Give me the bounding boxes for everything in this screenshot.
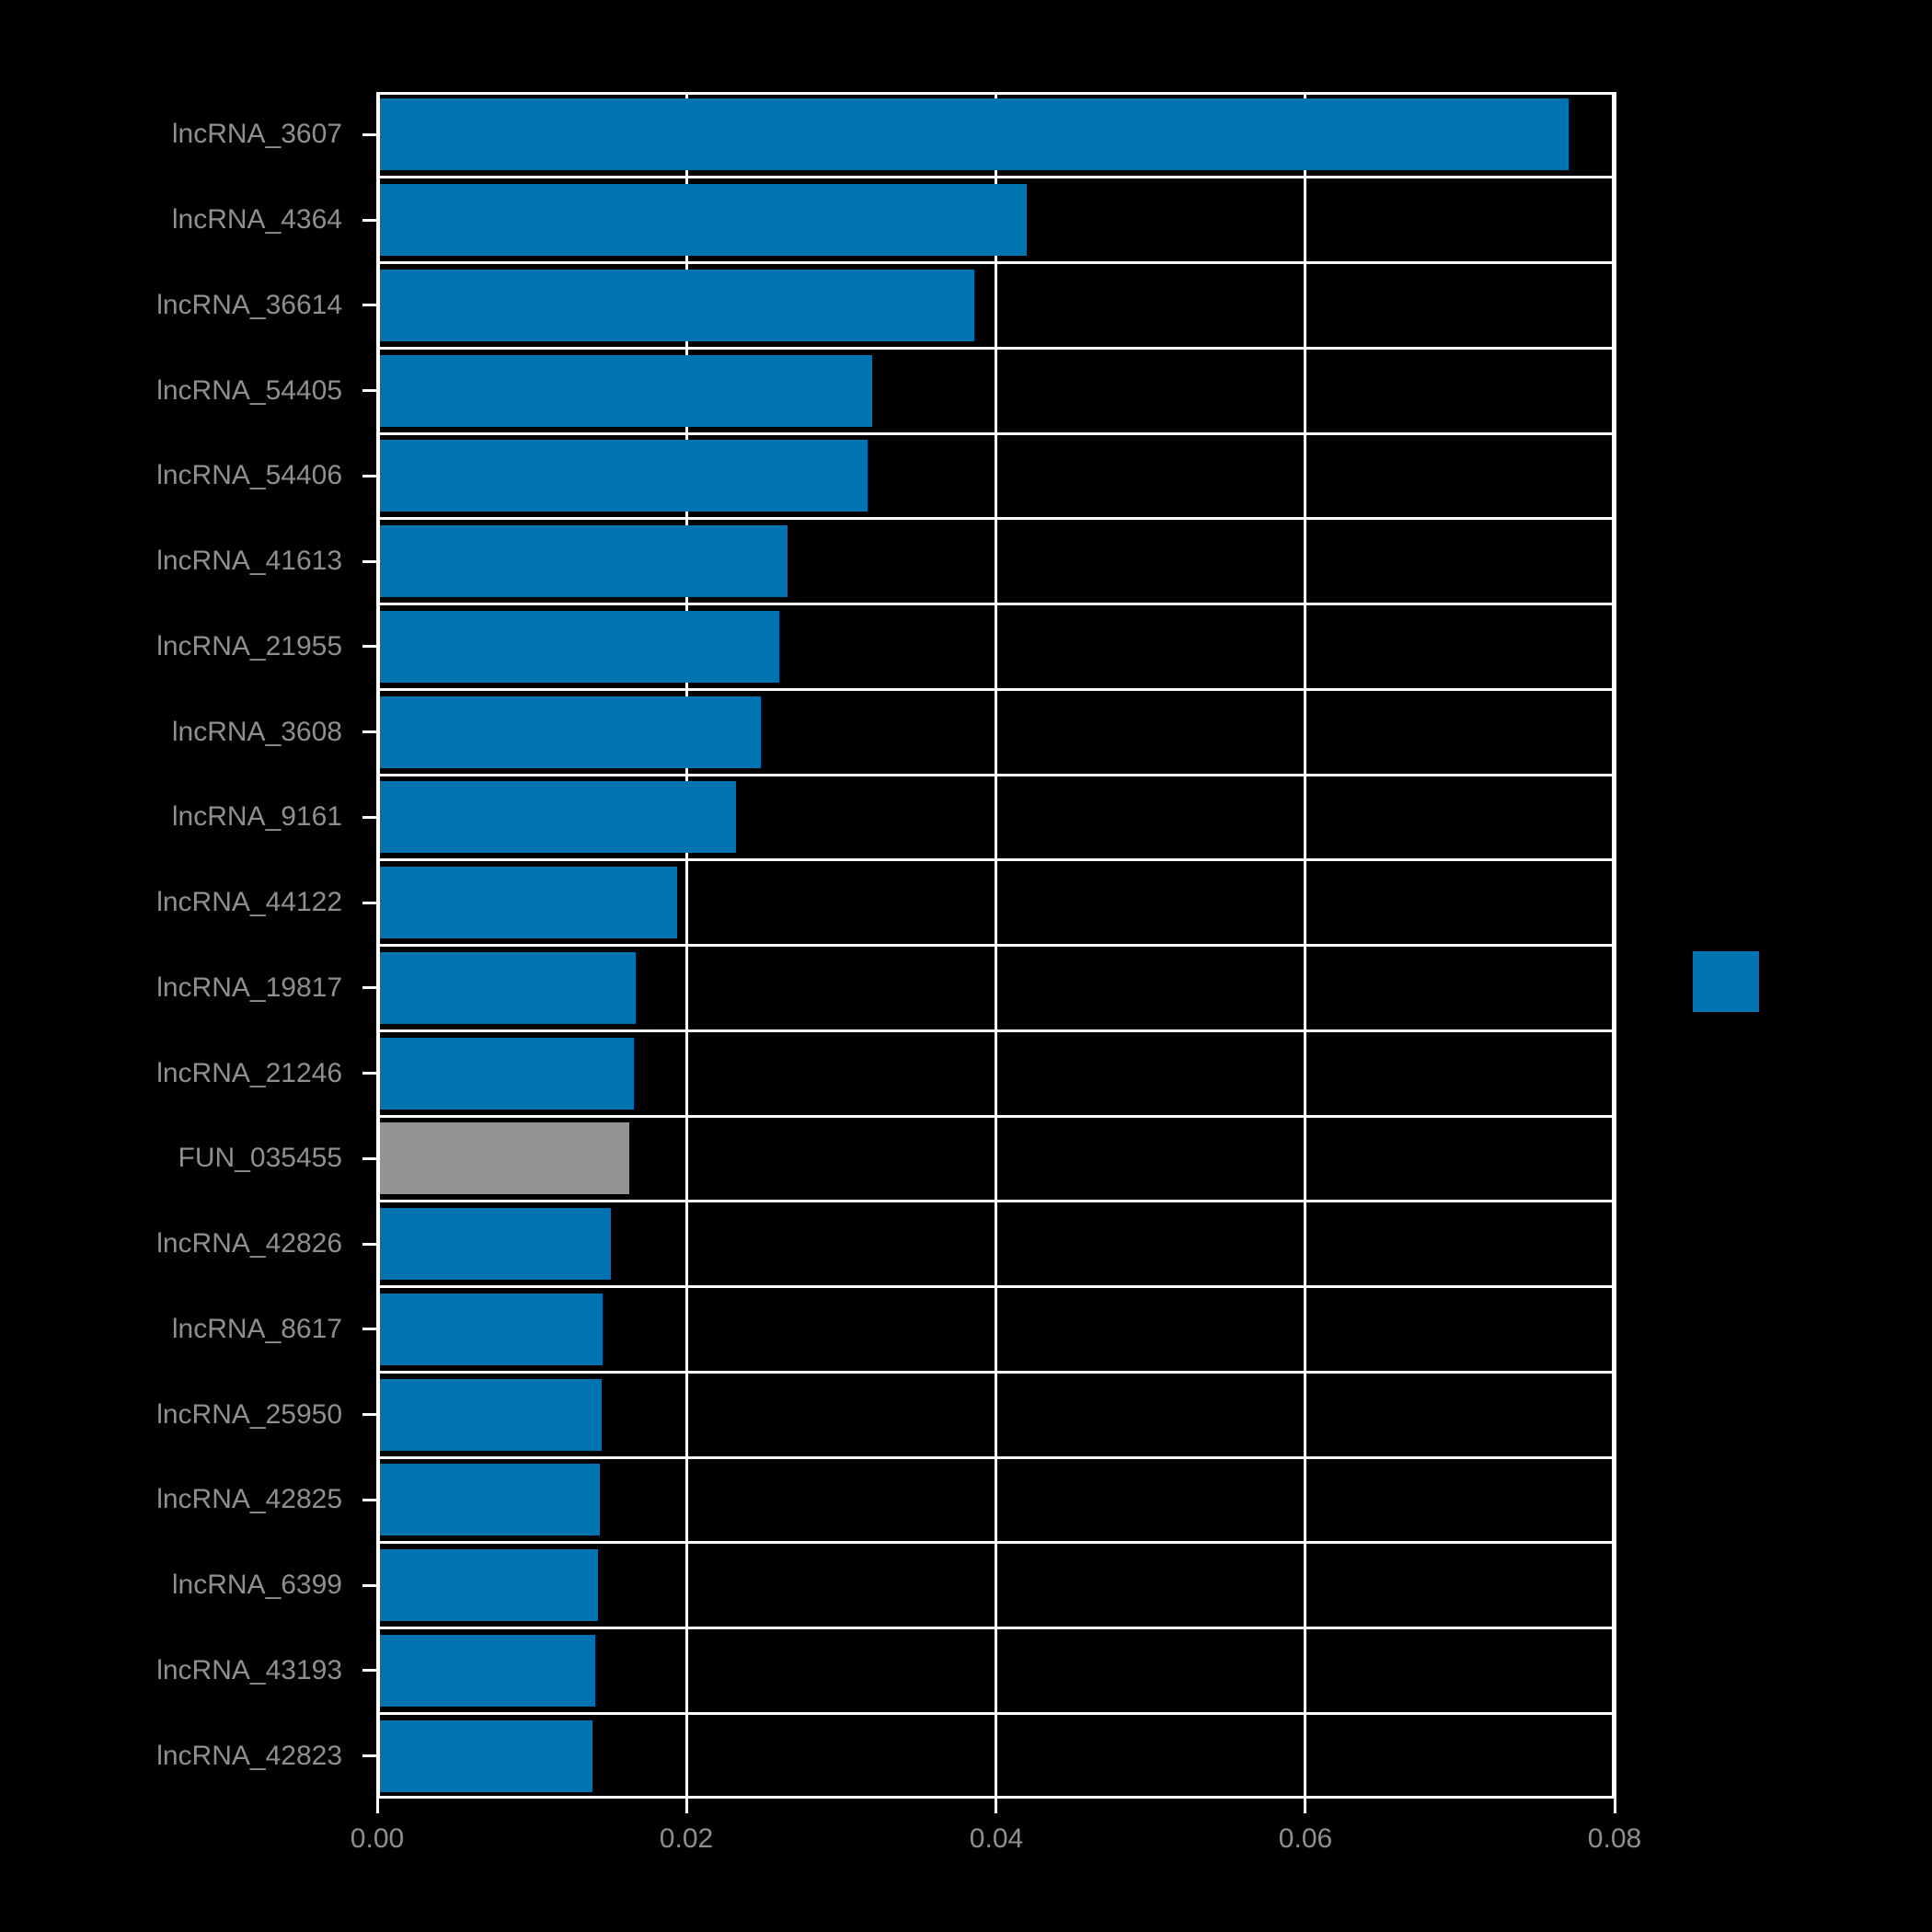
gridline-h <box>377 1200 1615 1202</box>
bar <box>377 1720 592 1792</box>
x-axis-tick <box>685 1799 688 1813</box>
x-axis-tick <box>1304 1799 1306 1813</box>
bar <box>377 270 974 341</box>
gridline-h <box>377 1456 1615 1459</box>
gridline-h <box>377 261 1615 264</box>
y-axis-tick <box>362 1413 377 1416</box>
y-axis-tick <box>362 816 377 819</box>
y-axis-tick <box>362 1157 377 1160</box>
bar <box>377 1635 595 1707</box>
y-axis-label: lncRNA_4364 <box>171 204 342 235</box>
gridline-h <box>377 603 1615 605</box>
bar <box>377 867 677 938</box>
y-axis-tick <box>362 645 377 648</box>
bar <box>377 1208 611 1280</box>
gridline-h <box>377 176 1615 178</box>
y-axis-label: lncRNA_9161 <box>171 801 342 832</box>
x-axis-tick <box>1614 1799 1616 1813</box>
gridline-h <box>377 774 1615 776</box>
gridline-h <box>377 432 1615 435</box>
gridline-h <box>377 1712 1615 1715</box>
y-axis-tick <box>362 986 377 989</box>
x-axis-tick-label: 0.00 <box>350 1823 405 1854</box>
y-axis-tick <box>362 1669 377 1672</box>
y-axis-label: lncRNA_42826 <box>156 1228 342 1259</box>
y-axis-tick <box>362 1243 377 1246</box>
y-axis-label: lncRNA_42823 <box>156 1741 342 1771</box>
y-axis-label: lncRNA_42825 <box>156 1484 342 1514</box>
bar <box>377 611 779 683</box>
bar <box>377 696 761 768</box>
y-axis-label: lncRNA_8617 <box>171 1314 342 1344</box>
y-axis-tick <box>362 1072 377 1075</box>
y-axis-tick <box>362 902 377 904</box>
y-axis-label: lncRNA_43193 <box>156 1655 342 1685</box>
y-axis-tick <box>362 1754 377 1757</box>
gridline-h <box>377 1285 1615 1288</box>
x-axis-tick <box>995 1799 997 1813</box>
gridline-h <box>377 944 1615 947</box>
y-axis-label: FUN_035455 <box>178 1143 342 1173</box>
bar <box>377 184 1027 256</box>
bar <box>377 355 872 427</box>
bar <box>377 1122 629 1194</box>
gridline-h <box>377 517 1615 520</box>
y-axis-tick <box>362 475 377 477</box>
y-axis-tick <box>362 304 377 306</box>
y-axis-tick <box>362 730 377 733</box>
y-axis-tick <box>362 133 377 136</box>
y-axis-label: lncRNA_44122 <box>156 887 342 917</box>
x-axis-tick-label: 0.08 <box>1587 1823 1642 1854</box>
y-axis-tick <box>362 560 377 563</box>
bar <box>377 1038 634 1110</box>
x-axis-tick-label: 0.04 <box>969 1823 1024 1854</box>
gridline-h <box>377 347 1615 350</box>
y-axis-label: lncRNA_3608 <box>171 717 342 747</box>
y-axis-tick <box>362 389 377 392</box>
y-axis-label: lncRNA_21955 <box>156 631 342 661</box>
gridline-h <box>377 1029 1615 1032</box>
y-axis-label: lncRNA_6399 <box>171 1570 342 1600</box>
y-axis-label: lncRNA_54406 <box>156 460 342 490</box>
y-axis-tick <box>362 1328 377 1330</box>
gridline-h <box>377 1371 1615 1374</box>
plot-area <box>376 92 1616 1799</box>
bar <box>377 525 788 597</box>
bar <box>377 1294 603 1365</box>
gridline-h <box>377 1115 1615 1118</box>
x-axis-tick-label: 0.06 <box>1278 1823 1333 1854</box>
bar <box>377 1464 600 1535</box>
legend-swatch <box>1693 951 1759 1012</box>
gridline-v <box>1614 92 1616 1799</box>
bar <box>377 781 736 853</box>
gridline-h <box>377 858 1615 861</box>
gridline-h <box>377 688 1615 691</box>
gridline-h <box>377 1541 1615 1544</box>
y-axis-label: lncRNA_19817 <box>156 972 342 1003</box>
y-axis-label: lncRNA_25950 <box>156 1399 342 1430</box>
y-axis-label: lncRNA_3607 <box>171 119 342 149</box>
bar <box>377 98 1569 170</box>
x-axis-tick-label: 0.02 <box>659 1823 714 1854</box>
y-axis-label: lncRNA_54405 <box>156 375 342 406</box>
bar <box>377 1379 602 1451</box>
x-axis-tick <box>376 1799 379 1813</box>
y-axis-label: lncRNA_36614 <box>156 290 342 320</box>
y-axis-tick <box>362 1584 377 1587</box>
bar <box>377 952 636 1024</box>
y-axis-label: lncRNA_41613 <box>156 546 342 576</box>
bar <box>377 440 868 512</box>
y-axis-tick <box>362 1499 377 1501</box>
bar <box>377 1549 598 1621</box>
y-axis-tick <box>362 219 377 222</box>
gridline-h <box>377 1627 1615 1629</box>
y-axis-label: lncRNA_21246 <box>156 1058 342 1088</box>
